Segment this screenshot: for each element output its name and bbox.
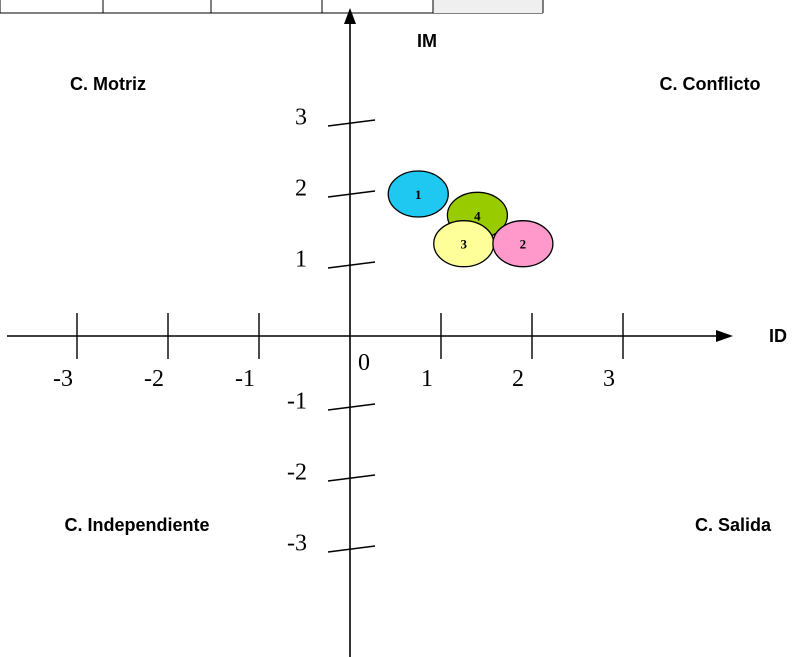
y-tick--2 (328, 475, 375, 481)
y-tick-label--1: -1 (287, 389, 307, 415)
x-tick-label-1: 1 (421, 366, 433, 392)
quadrant-label-top-right: C. Conflicto (660, 74, 761, 94)
y-tick-label-3: 3 (295, 105, 307, 131)
y-tick-label--2: -2 (287, 460, 307, 486)
x-tick-label--3: -3 (53, 366, 73, 392)
quadrant-label-top-left: C. Motriz (70, 74, 146, 94)
point-label-1: 1 (415, 187, 422, 202)
y-tick--3 (328, 546, 375, 552)
y-tick-1 (328, 262, 375, 268)
y-axis-name: IM (417, 31, 437, 51)
y-tick--1 (328, 404, 375, 410)
point-label-4: 4 (474, 208, 481, 223)
x-axis-arrow (716, 330, 733, 342)
ticks: -3 -2 -1 1 2 3 3 2 1 -1 -2 -3 0 (53, 105, 623, 557)
data-points: 1 43 2 (388, 171, 553, 267)
x-tick-label-2: 2 (512, 366, 524, 392)
y-tick-label-2: 2 (295, 176, 307, 202)
x-tick-label-3: 3 (603, 366, 615, 392)
x-tick-label--2: -2 (144, 366, 164, 392)
top-table-fragment (0, 0, 543, 13)
y-tick-2 (328, 191, 375, 197)
x-axis-name: ID (769, 326, 787, 346)
y-tick-3 (328, 120, 375, 126)
y-axis-arrow (344, 8, 356, 24)
y-tick-label-1: 1 (295, 247, 307, 273)
point-label-3: 3 (461, 237, 468, 252)
origin-label: 0 (358, 350, 370, 376)
quadrant-label-bottom-right: C. Salida (695, 515, 772, 535)
labels: ID IM C. Motriz C. Conflicto C. Independient… (64, 31, 787, 535)
axes (7, 8, 733, 657)
y-tick-label--3: -3 (287, 531, 307, 557)
point-label-2: 2 (520, 237, 527, 252)
table-shaded-cell (433, 0, 543, 13)
quadrant-label-bottom-left: C. Independiente (64, 515, 209, 535)
x-tick-label--1: -1 (235, 366, 255, 392)
